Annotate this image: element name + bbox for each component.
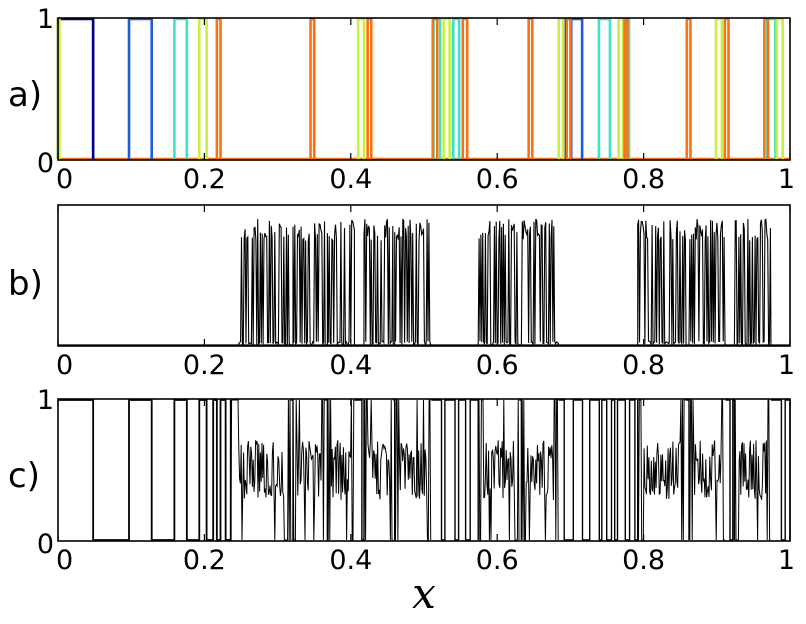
dense-oscillation <box>230 399 292 541</box>
series-pulse <box>763 17 770 159</box>
panel-c-frame <box>57 398 791 542</box>
panel-a-frame <box>57 17 791 161</box>
series-pulse <box>569 17 584 159</box>
burst <box>363 219 394 347</box>
series-pulse <box>173 17 189 159</box>
sparse-switching <box>519 399 523 540</box>
sparse-switching <box>393 399 396 540</box>
dense-oscillation <box>326 399 355 541</box>
x-tick-label: 1 <box>778 164 795 195</box>
dense-oscillation <box>688 399 725 541</box>
series-pulse <box>215 17 222 159</box>
sparse-switching <box>686 399 690 540</box>
x-tick-label: 0.4 <box>329 545 372 576</box>
x-axis-label: x <box>412 569 436 618</box>
series-pulse <box>617 17 625 159</box>
x-tick-label: 1 <box>778 545 795 576</box>
series-pulse <box>623 17 629 159</box>
series-pulse <box>461 17 469 159</box>
sparse-switching <box>325 399 329 540</box>
x-tick-label: 0.6 <box>476 164 519 195</box>
burst <box>326 219 356 346</box>
panel-c-ticks: 0 0.2 0.4 0.6 0.8 1 0 1 <box>37 385 795 576</box>
y-tick-label: 0 <box>37 148 54 179</box>
dense-oscillation <box>637 399 686 541</box>
x-tick-label: 0.8 <box>622 545 665 576</box>
panel-b-frame <box>57 204 791 347</box>
dense-oscillation <box>520 399 559 541</box>
dense-oscillation <box>394 399 432 541</box>
panel-b-plot <box>58 218 790 347</box>
series-pulse <box>356 17 366 159</box>
burst <box>520 218 560 346</box>
panel-c-plot <box>58 399 791 541</box>
panel-b-ticks: 0 0.2 0.4 0.6 0.8 1 <box>56 205 795 381</box>
series-pulse <box>451 17 461 159</box>
sparse-switching <box>290 399 294 540</box>
sparse-switching <box>558 399 639 541</box>
series-pulse <box>557 17 565 159</box>
y-tick-label: 1 <box>37 4 54 35</box>
sparse-switching <box>725 399 736 541</box>
x-tick-label: 0.4 <box>329 350 372 381</box>
series-pulse <box>56 17 95 159</box>
x-tick-label: 0.6 <box>476 545 519 576</box>
x-tick-label: 0 <box>56 545 73 576</box>
dense-oscillation <box>733 399 771 541</box>
panel-a-label: a) <box>8 75 42 115</box>
series-pulse <box>685 17 692 159</box>
series-pulse <box>527 17 534 159</box>
panel-a: a) 0 0.2 0.4 0.6 0.8 1 0 1 <box>8 4 795 195</box>
x-tick-label: 0.2 <box>183 164 226 195</box>
burst <box>292 221 326 346</box>
series-pulse <box>442 17 451 159</box>
series-pulse <box>714 17 724 159</box>
dense-oscillation <box>292 399 325 541</box>
panel-c-label: c) <box>8 456 40 496</box>
series-pulse <box>597 17 612 159</box>
x-tick-label: 0.8 <box>622 164 665 195</box>
series-pulse <box>309 17 316 159</box>
dense-oscillation <box>477 399 520 541</box>
sparse-switching <box>431 399 479 541</box>
x-tick-label: 0 <box>56 164 73 195</box>
y-tick-label: 1 <box>37 385 54 416</box>
series-pulse <box>723 17 730 159</box>
x-tick-label: 0 <box>56 350 73 381</box>
series-pulse <box>775 17 784 159</box>
burst <box>238 219 292 346</box>
x-tick-label: 0.6 <box>476 350 519 381</box>
switching-signal <box>58 399 232 541</box>
series-pulse <box>197 17 208 159</box>
series-pulse <box>127 17 153 159</box>
x-tick-label: 0.4 <box>329 164 372 195</box>
burst <box>637 219 687 346</box>
x-tick-label: 0.2 <box>183 350 226 381</box>
panel-b: b) 0 0.2 0.4 0.6 0.8 1 <box>8 204 795 381</box>
burst <box>733 218 772 347</box>
x-tick-label: 0.2 <box>183 545 226 576</box>
burst <box>394 218 432 346</box>
panel-b-label: b) <box>8 264 43 304</box>
series-pulse <box>366 17 373 159</box>
sparse-switching <box>770 399 791 541</box>
sparse-switching <box>354 399 365 541</box>
series-pulse <box>565 17 572 159</box>
x-tick-label: 0.8 <box>622 350 665 381</box>
x-tick-label: 1 <box>778 350 795 381</box>
panel-c: c) 0 0.2 0.4 0.6 0.8 1 0 1 <box>8 385 795 576</box>
series-pulse <box>431 17 439 159</box>
panel-a-ticks: 0 0.2 0.4 0.6 0.8 1 0 1 <box>37 4 795 195</box>
burst <box>688 219 727 346</box>
y-tick-label: 0 <box>37 529 54 560</box>
dense-oscillation <box>363 399 393 541</box>
burst <box>477 219 520 346</box>
panel-a-plot <box>56 17 790 161</box>
